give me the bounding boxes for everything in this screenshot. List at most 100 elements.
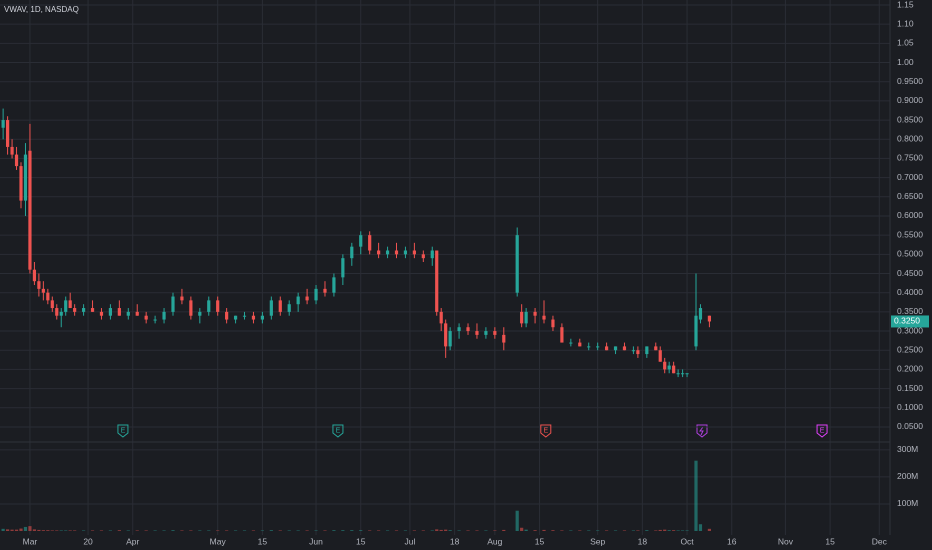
y-tick-label: 0.0500 <box>897 421 923 431</box>
candle-body <box>180 296 184 301</box>
volume-bar <box>350 530 354 531</box>
volume-bar <box>551 530 555 531</box>
y-tick-label: 1.10 <box>897 18 914 28</box>
volume-bar <box>323 530 327 531</box>
candle-body <box>698 308 703 320</box>
y-tick-label: 0.1000 <box>897 402 923 412</box>
volume-bar <box>604 530 609 531</box>
candle-body <box>314 288 318 301</box>
y-tick-label: 0.5000 <box>897 249 923 259</box>
volume-bar <box>385 530 390 531</box>
volume-bar <box>1 528 5 531</box>
candle-body <box>23 154 28 201</box>
volume-bar <box>466 530 470 531</box>
candle-body <box>654 346 658 351</box>
volume-tick-label: 200M <box>897 471 918 481</box>
volume-bar <box>28 526 32 531</box>
candle-body <box>55 308 59 316</box>
candle-body <box>323 288 327 293</box>
volume-bar <box>667 530 671 531</box>
candle-body <box>377 250 381 255</box>
candle-body <box>613 346 618 351</box>
candle-body <box>59 311 63 316</box>
volume-bar <box>233 530 238 531</box>
candle-body <box>421 254 425 259</box>
candle-body <box>144 315 148 320</box>
candle-body <box>50 300 54 309</box>
candle-body <box>90 308 95 312</box>
volume-bar <box>676 530 680 531</box>
volume-bar <box>59 530 63 531</box>
event-label: E <box>121 427 126 434</box>
candle-body <box>680 373 685 375</box>
candle-body <box>560 327 564 343</box>
volume-bar <box>171 530 175 531</box>
candle-body <box>444 323 448 347</box>
volume-bar <box>305 530 309 531</box>
volume-bar <box>359 530 363 531</box>
candle-body <box>596 346 600 348</box>
candle-body <box>5 120 10 147</box>
candle-body <box>515 235 519 293</box>
volume-bar <box>672 530 676 531</box>
volume-bar <box>444 529 448 531</box>
volume-bar <box>524 529 528 531</box>
candle-body <box>604 346 609 351</box>
candle-body <box>171 296 175 312</box>
candle-body <box>19 166 23 201</box>
volume-bar <box>287 530 291 531</box>
y-tick-label: 0.7500 <box>897 153 923 163</box>
volume-bar <box>207 530 211 531</box>
y-tick-label: 0.5500 <box>897 229 923 239</box>
volume-bar <box>631 530 636 531</box>
volume-bar <box>37 529 41 531</box>
volume-bar <box>296 530 300 531</box>
volume-bar <box>533 530 537 531</box>
candle-body <box>636 350 640 355</box>
volume-bar <box>680 530 685 531</box>
candle-body <box>14 154 19 167</box>
candle-body <box>569 342 573 344</box>
y-tick-label: 0.9000 <box>897 95 923 105</box>
candle-body <box>278 300 282 312</box>
x-tick-label: 18 <box>638 536 648 546</box>
x-tick-label: Oct <box>680 536 694 546</box>
volume-bar <box>55 530 59 531</box>
candle-body <box>135 311 139 316</box>
candle-body <box>359 235 363 247</box>
y-tick-label: 0.4000 <box>897 287 923 297</box>
candle-body <box>672 365 676 374</box>
volume-bar <box>654 530 658 531</box>
chart-title: VWAV, 1D, NASDAQ <box>4 5 79 14</box>
x-tick-label: 15 <box>258 536 268 546</box>
y-tick-label: 0.1500 <box>897 383 923 393</box>
volume-bar <box>685 530 689 531</box>
candle-body <box>707 315 712 322</box>
x-tick-label: 16 <box>727 536 737 546</box>
volume-tick-label: 100M <box>897 498 918 508</box>
volume-bar <box>117 530 121 531</box>
candle-body <box>153 319 157 321</box>
x-tick-label: Aug <box>487 536 502 546</box>
candle-body <box>32 269 37 282</box>
volume-bar <box>216 530 220 531</box>
candle-body <box>350 246 354 259</box>
candle-body <box>676 373 680 375</box>
y-tick-label: 1.05 <box>897 38 914 48</box>
volume-bar <box>448 530 452 531</box>
volume-bar <box>394 530 399 531</box>
candle-body <box>430 250 434 259</box>
x-tick-label: 18 <box>450 536 460 546</box>
candle-body <box>117 308 121 316</box>
candle-body <box>578 342 582 347</box>
volume-bar <box>10 529 14 531</box>
volume-bar <box>153 530 157 531</box>
volume-bar <box>162 530 166 531</box>
event-marker <box>540 424 552 438</box>
candle-body <box>448 331 452 347</box>
volume-bar <box>332 530 336 531</box>
volume-bar <box>613 530 618 531</box>
volume-bar <box>5 529 10 531</box>
volume-bar <box>658 529 662 531</box>
candle-body <box>108 308 113 316</box>
